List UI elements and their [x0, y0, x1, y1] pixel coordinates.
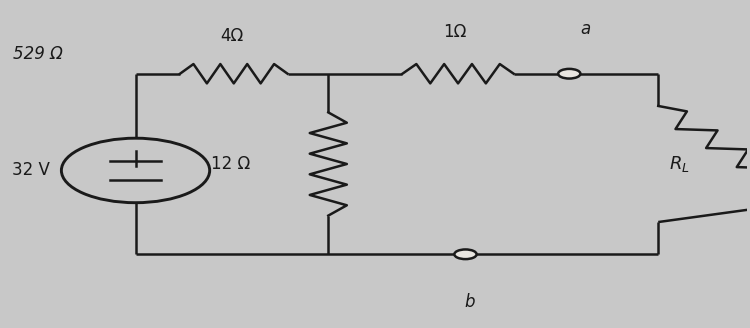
Text: 4Ω: 4Ω: [220, 27, 244, 45]
Text: 1Ω: 1Ω: [443, 24, 466, 41]
Text: $R_L$: $R_L$: [669, 154, 690, 174]
Text: 32 V: 32 V: [13, 161, 50, 179]
Text: a: a: [580, 20, 591, 38]
Text: 12 Ω: 12 Ω: [211, 155, 250, 173]
Circle shape: [454, 250, 476, 259]
Text: b: b: [464, 293, 475, 311]
Circle shape: [558, 69, 580, 78]
Text: 529 Ω: 529 Ω: [13, 45, 63, 63]
